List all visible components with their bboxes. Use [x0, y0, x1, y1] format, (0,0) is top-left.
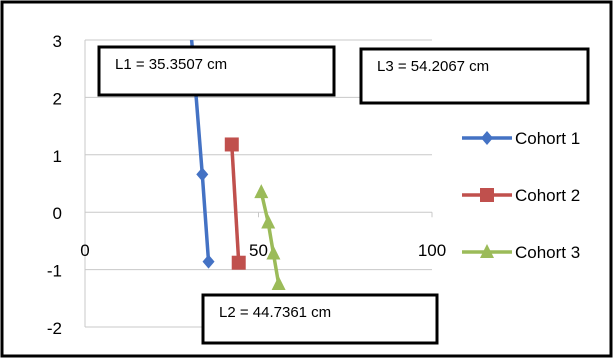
- annotation-frame: [201, 293, 439, 345]
- y-tick-label: 3: [53, 32, 62, 51]
- data-point: [261, 214, 276, 229]
- annotation-layer: L1 = 35.3507 cm L2 = 44.7361 cm L3 = 54.20…: [97, 45, 590, 345]
- data-point: [202, 254, 215, 269]
- data-point: [196, 167, 209, 182]
- annotation-label: L3 = 54.2067 cm: [377, 58, 489, 75]
- series-line: [230, 144, 241, 263]
- annotation-box-l1: L1 = 35.3507 cm: [97, 45, 336, 97]
- data-point: [231, 255, 246, 270]
- data-point: [224, 137, 239, 152]
- legend-item-1: Cohort 1: [462, 129, 580, 148]
- legend-item-2: Cohort 2: [462, 186, 580, 205]
- y-tick-label: 2: [53, 89, 62, 108]
- legend-marker: [480, 188, 494, 202]
- data-point: [266, 245, 281, 260]
- series-3: [254, 184, 286, 290]
- y-tick-label: 1: [53, 147, 62, 166]
- x-tick-label: 0: [80, 241, 89, 260]
- y-tick-label: -1: [47, 262, 62, 281]
- x-tick-label: 50: [249, 241, 268, 260]
- y-axis-tick-labels: 3 2 1 0 -1 -2: [47, 32, 62, 338]
- series-2: [224, 137, 246, 270]
- legend-label: Cohort 2: [515, 186, 580, 205]
- data-point: [271, 275, 286, 290]
- annotation-box-l2: L2 = 44.7361 cm: [201, 293, 439, 345]
- data-point: [254, 184, 269, 199]
- series-line: [259, 191, 281, 285]
- x-tick-label: 100: [418, 241, 446, 260]
- annotation-frame: [359, 47, 590, 105]
- legend: Cohort 1 Cohort 2 Cohort 3: [462, 129, 580, 262]
- legend-label: Cohort 3: [515, 243, 580, 262]
- legend-item-3: Cohort 3: [462, 243, 580, 262]
- legend-marker: [481, 131, 493, 145]
- annotation-label: L1 = 35.3507 cm: [115, 56, 227, 73]
- annotation-box-l3: L3 = 54.2067 cm: [359, 47, 590, 105]
- annotation-label: L2 = 44.7361 cm: [219, 304, 331, 321]
- y-tick-label: -2: [47, 319, 62, 338]
- annotation-frame: [97, 45, 336, 97]
- legend-label: Cohort 1: [515, 129, 580, 148]
- x-axis-tick-labels: 0 50 100: [80, 212, 446, 260]
- legend-marker: [480, 244, 494, 258]
- y-tick-label: 0: [53, 204, 62, 223]
